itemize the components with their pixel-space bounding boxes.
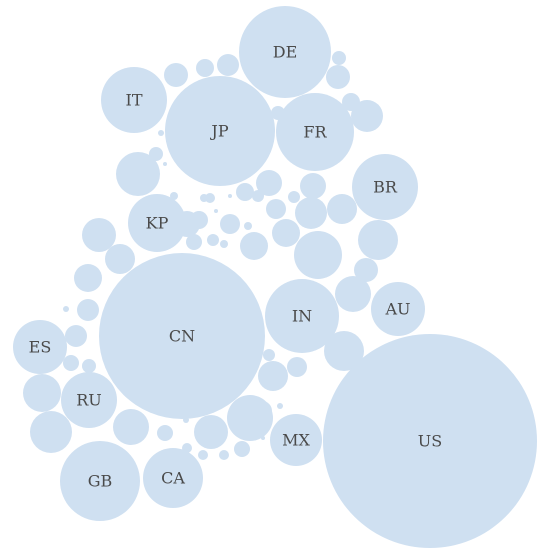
- bubble-es: [13, 320, 67, 374]
- bubble-62: [214, 209, 218, 213]
- bubble-gb: [60, 441, 140, 521]
- bubble-41: [332, 51, 346, 65]
- bubble-37: [157, 425, 173, 441]
- bubble-kp: [128, 194, 186, 252]
- bubble-56: [63, 306, 69, 312]
- bubble-61: [228, 194, 232, 198]
- bubble-group: [13, 6, 537, 548]
- bubble-29: [220, 214, 240, 234]
- bubble-52: [170, 192, 178, 200]
- bubble-17: [74, 264, 102, 292]
- bubble-16: [240, 232, 268, 260]
- bubble-55: [200, 194, 208, 202]
- bubble-53: [244, 222, 252, 230]
- bubble-br: [352, 154, 418, 220]
- bubble-31: [287, 357, 307, 377]
- bubble-27: [65, 325, 87, 347]
- bubble-jp: [165, 76, 275, 186]
- bubble-us: [323, 334, 537, 548]
- bubble-45: [288, 191, 300, 203]
- bubble-58: [277, 403, 283, 409]
- bubble-11: [295, 197, 327, 229]
- bubble-25: [217, 54, 239, 76]
- bubble-54: [220, 240, 228, 248]
- bubble-6: [23, 374, 61, 412]
- bubble-fr: [276, 93, 354, 171]
- bubble-4: [324, 331, 364, 371]
- bubble-44: [263, 349, 275, 361]
- bubble-cn: [99, 253, 265, 419]
- bubble-35: [342, 93, 360, 111]
- bubble-de: [239, 6, 331, 98]
- bubble-2: [116, 152, 160, 196]
- bubble-36: [234, 441, 250, 457]
- bubble-it: [101, 67, 167, 133]
- bubble-63: [261, 436, 265, 440]
- bubble-64: [163, 162, 167, 166]
- bubble-33: [196, 59, 214, 77]
- bubble-26: [77, 299, 99, 321]
- bubble-ru: [61, 372, 117, 428]
- bubble-24: [354, 258, 378, 282]
- bubble-13: [105, 244, 135, 274]
- bubble-20: [256, 170, 282, 196]
- bubble-15: [327, 194, 357, 224]
- bubble-38: [186, 234, 202, 250]
- bubble-14: [258, 361, 288, 391]
- bubble-32: [236, 183, 254, 201]
- bubble-in: [265, 279, 339, 353]
- bubble-46: [207, 234, 219, 246]
- bubble-48: [205, 193, 215, 203]
- bubble-9: [82, 218, 116, 252]
- bubble-0: [294, 231, 342, 279]
- bubble-12: [351, 100, 383, 132]
- bubble-50: [219, 450, 229, 460]
- bubble-3: [30, 411, 72, 453]
- bubble-40: [149, 147, 163, 161]
- bubble-19: [300, 173, 326, 199]
- bubble-28: [252, 401, 272, 421]
- bubble-34: [190, 211, 208, 229]
- bubble-ca: [143, 448, 203, 508]
- bubble-8: [335, 276, 371, 312]
- bubble-18: [272, 219, 300, 247]
- bubble-au: [371, 282, 425, 336]
- bubble-39: [63, 355, 79, 371]
- bubble-5: [358, 220, 398, 260]
- bubble-7: [113, 409, 149, 445]
- bubble-22: [164, 63, 188, 87]
- bubble-60: [158, 130, 164, 136]
- bubble-51: [198, 450, 208, 460]
- bubble-42: [82, 359, 96, 373]
- bubble-mx: [270, 414, 322, 466]
- bubble-30: [266, 199, 286, 219]
- bubble-47: [252, 190, 264, 202]
- bubble-10: [194, 415, 228, 449]
- bubble-23: [326, 65, 350, 89]
